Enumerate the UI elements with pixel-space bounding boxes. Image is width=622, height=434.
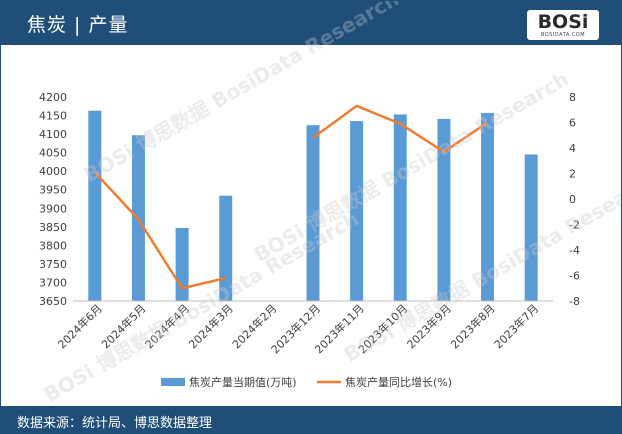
legend-swatch-bar <box>161 378 185 386</box>
left-axis-tick-label: 4050 <box>39 147 67 160</box>
left-axis-tick-label: 4150 <box>39 110 67 123</box>
x-axis-tick-label: 2023年8月 <box>447 301 497 351</box>
right-axis-tick-label: 4 <box>569 142 576 155</box>
footer-bar: 数据来源：统计局、博思数据整理 <box>1 406 621 433</box>
left-axis-tick-label: 3900 <box>39 202 67 215</box>
series-line <box>312 104 489 154</box>
bar <box>437 118 451 301</box>
bar <box>175 227 189 301</box>
bar <box>481 112 495 301</box>
right-axis-tick-label: 0 <box>569 193 576 206</box>
right-axis-tick-label: -4 <box>569 244 580 257</box>
bar <box>219 195 233 301</box>
logo-subtitle: BOSIDATA.COM <box>540 32 586 38</box>
left-axis-tick-label: 3800 <box>39 239 67 252</box>
logo-wordmark: BOSi <box>537 11 589 33</box>
right-axis-tick-label: 8 <box>569 91 576 104</box>
x-axis-tick-label: 2024年3月 <box>186 301 236 351</box>
right-axis-tick-label: -8 <box>569 295 580 308</box>
bar <box>524 154 538 301</box>
left-axis-tick-label: 3950 <box>39 184 67 197</box>
x-axis-tick-label: 2023年7月 <box>491 301 541 351</box>
left-axis-tick-label: 4200 <box>39 91 67 104</box>
left-axis-tick-label: 3700 <box>39 276 67 289</box>
header-bar: 焦炭 | 产量 BOSi BOSIDATA.COM <box>1 1 621 45</box>
bar <box>306 125 320 302</box>
left-axis-tick-label: 3650 <box>39 295 67 308</box>
right-axis-tick-label: -2 <box>569 219 580 232</box>
right-axis-tick-label: 6 <box>569 117 576 130</box>
combo-chart: 3650 3700 3750 3800 3850 3900 3950 4000 4050 4100… <box>39 91 580 389</box>
legend-label: 焦炭产量当期值(万吨) <box>189 375 297 389</box>
left-axis-tick-label: 3750 <box>39 258 67 271</box>
right-axis-tick-label: 2 <box>569 168 576 181</box>
bar <box>393 114 407 301</box>
right-axis-tick-label: -6 <box>569 270 580 283</box>
legend-label: 焦炭产量同比增长(%) <box>345 375 452 389</box>
x-axis-tick-label: 2024年4月 <box>142 301 192 351</box>
bar <box>88 110 102 301</box>
left-axis-tick-label: 3850 <box>39 221 67 234</box>
bar <box>350 121 364 301</box>
page-title: 焦炭 | 产量 <box>27 14 129 36</box>
x-axis-tick-label: 2023年9月 <box>404 301 454 351</box>
left-axis-tick-label: 4000 <box>39 165 67 178</box>
series-line <box>93 171 227 290</box>
bosi-logo: BOSi BOSIDATA.COM <box>527 10 599 40</box>
x-axis-tick-label: 2024年5月 <box>98 301 148 351</box>
data-source-note: 数据来源：统计局、博思数据整理 <box>17 416 213 431</box>
left-axis-tick-label: 4100 <box>39 128 67 141</box>
x-axis-tick-label: 2024年6月 <box>55 301 105 351</box>
